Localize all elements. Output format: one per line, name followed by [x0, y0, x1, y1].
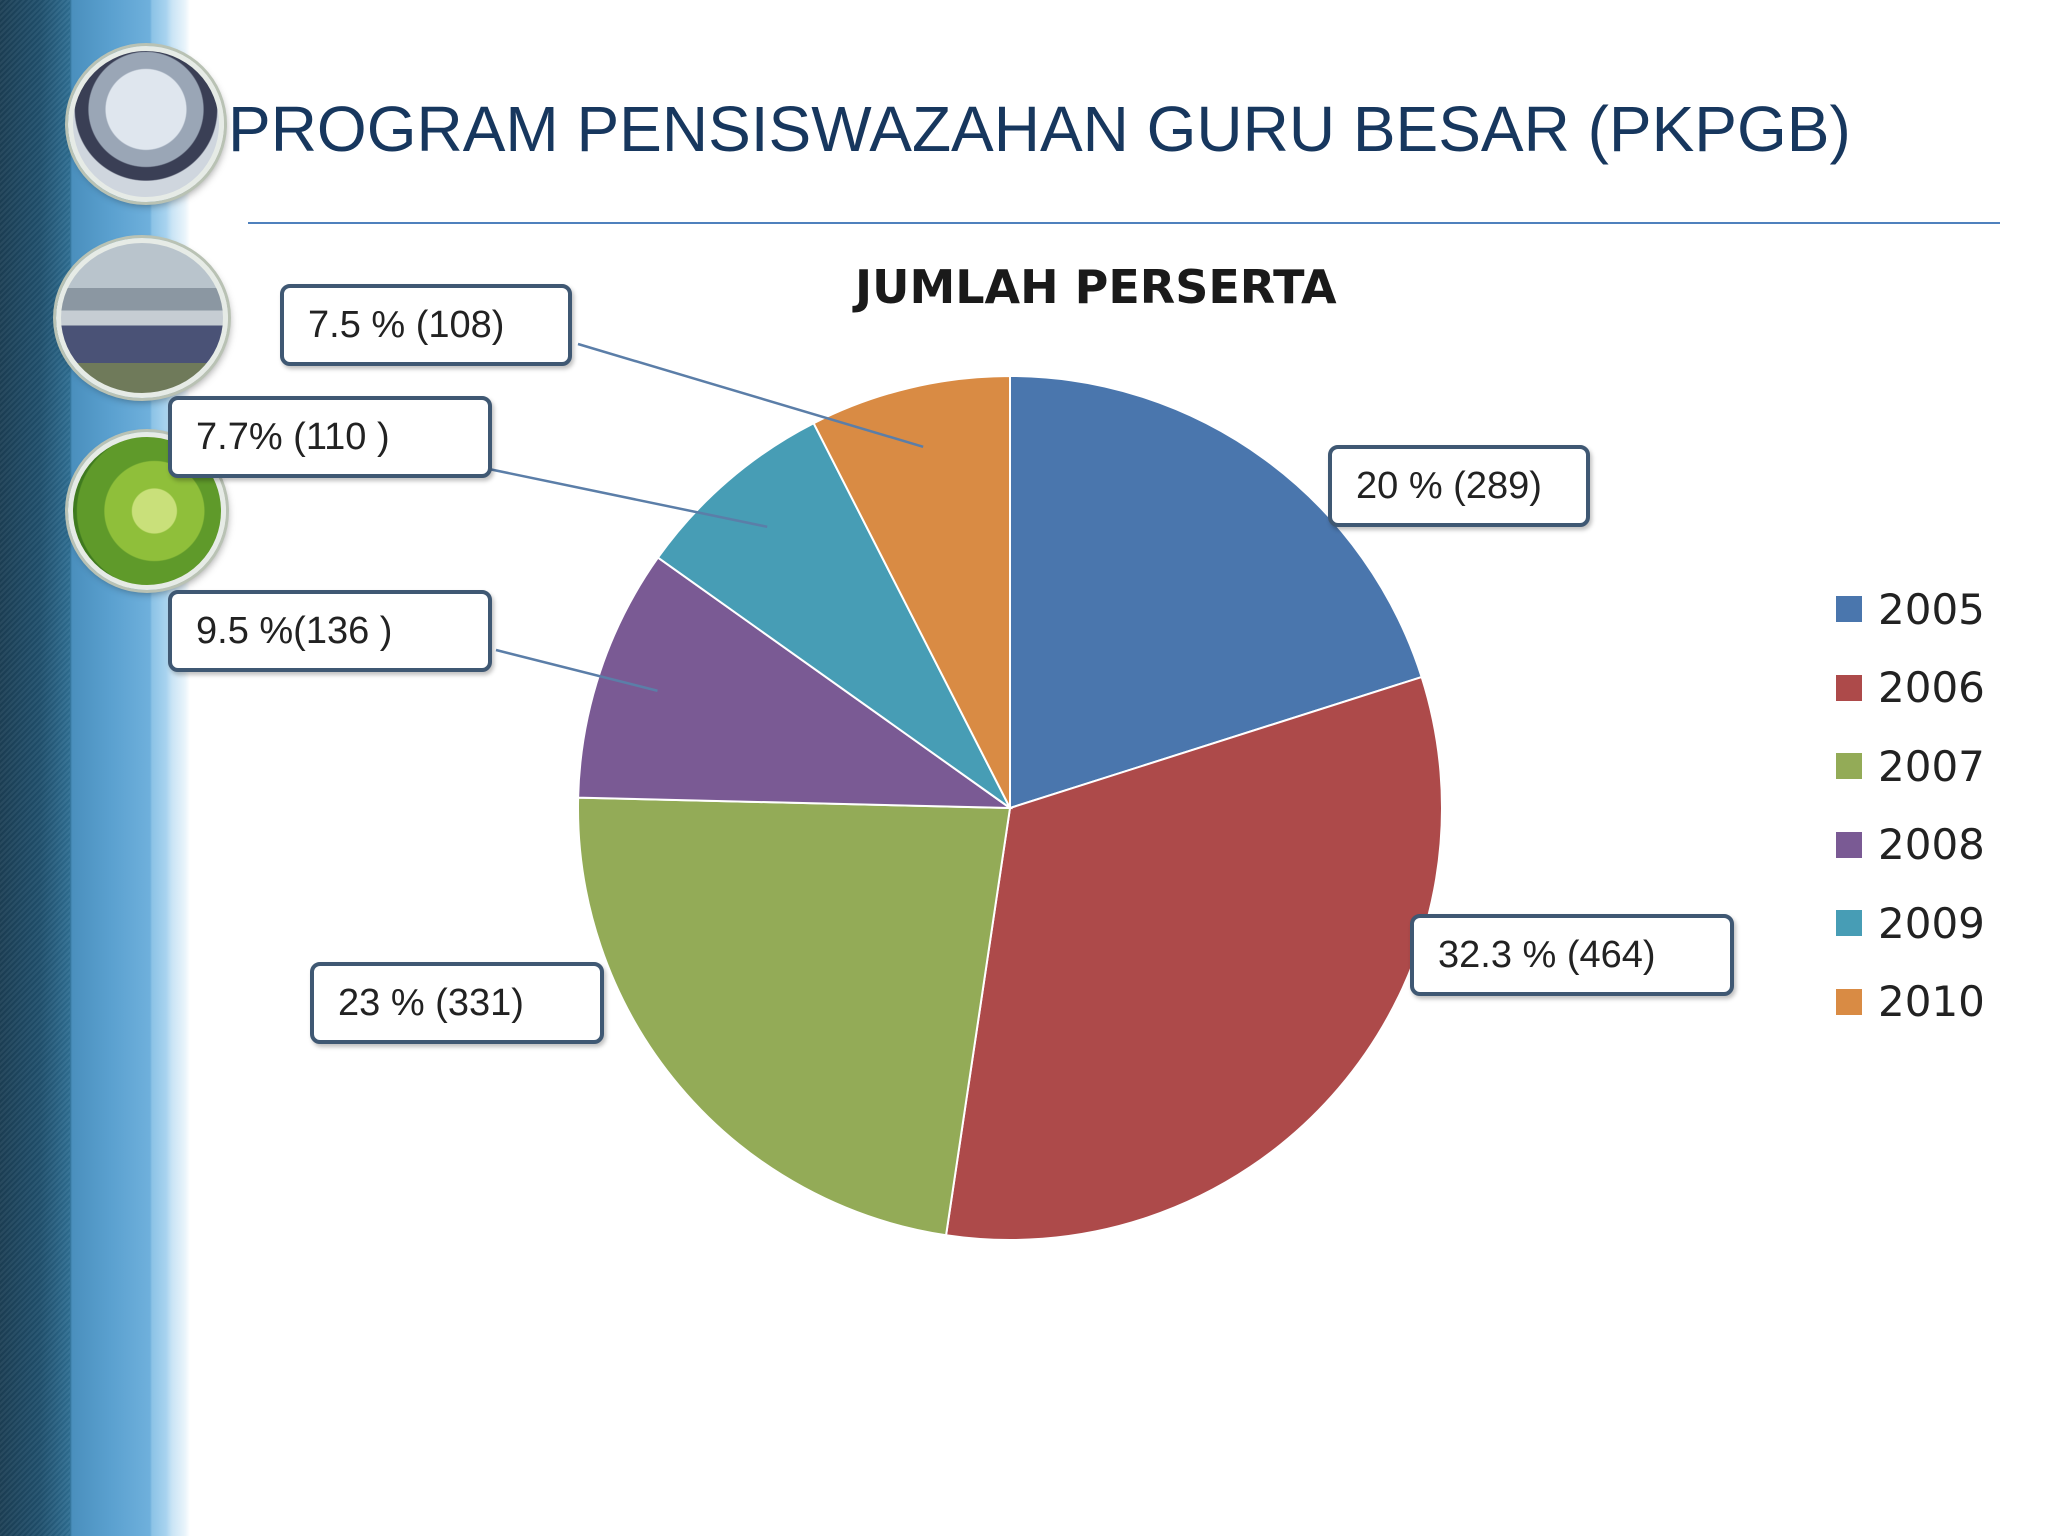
- pie-slices: [577, 374, 1443, 1241]
- legend-label-2008: 2008: [1878, 820, 1985, 870]
- chart-legend: 2005 2006 2007 2008 2009 2010: [1836, 570, 1985, 1041]
- legend-label-2009: 2009: [1878, 898, 1985, 948]
- callout-leader-lines: [483, 342, 924, 692]
- data-label-2010: 7.5 % (108): [280, 284, 572, 366]
- slide-title: PROGRAM PENSISWAZAHAN GURU BESAR (PKPGB): [228, 93, 1851, 165]
- leader-line-2010: [577, 342, 924, 448]
- legend-label-2010: 2010: [1878, 977, 1985, 1027]
- data-label-2008: 9.5 %(136 ): [168, 590, 492, 672]
- ceremony-photo: [68, 46, 224, 202]
- legend-swatch-2008: [1836, 831, 1862, 858]
- pie-slice-2006: [944, 675, 1443, 1241]
- legend-swatch-2005: [1836, 596, 1862, 623]
- pie-slice-2009: [656, 421, 1011, 809]
- legend-swatch-2010: [1836, 988, 1862, 1015]
- pie-slice-2005: [1009, 374, 1423, 810]
- legend-item-2006: 2006: [1836, 649, 1985, 728]
- legend-label-2007: 2007: [1878, 741, 1985, 791]
- school-assembly-photo: [56, 238, 228, 398]
- legend-swatch-2007: [1836, 753, 1862, 780]
- legend-label-2005: 2005: [1878, 584, 1985, 634]
- pie-slice-2007: [577, 796, 1012, 1237]
- legend-item-2009: 2009: [1836, 884, 1985, 963]
- leader-line-2009: [483, 466, 768, 529]
- pie-slice-2008: [577, 556, 1014, 810]
- legend-item-2008: 2008: [1836, 806, 1985, 885]
- legend-label-2006: 2006: [1878, 663, 1985, 713]
- legend-swatch-2006: [1836, 674, 1862, 701]
- title-divider: [248, 222, 2000, 224]
- legend-swatch-2009: [1836, 910, 1862, 937]
- legend-item-2007: 2007: [1836, 727, 1985, 806]
- data-label-2009: 7.7% (110 ): [168, 396, 492, 478]
- data-label-2007: 23 % (331): [310, 962, 604, 1044]
- legend-item-2005: 2005: [1836, 570, 1985, 649]
- data-label-2005: 20 % (289): [1328, 445, 1590, 527]
- data-label-2006: 32.3 % (464): [1410, 914, 1734, 996]
- chart-title: JUMLAH PERSERTA: [855, 260, 1337, 314]
- legend-item-2010: 2010: [1836, 963, 1985, 1042]
- leader-line-2008: [495, 648, 658, 692]
